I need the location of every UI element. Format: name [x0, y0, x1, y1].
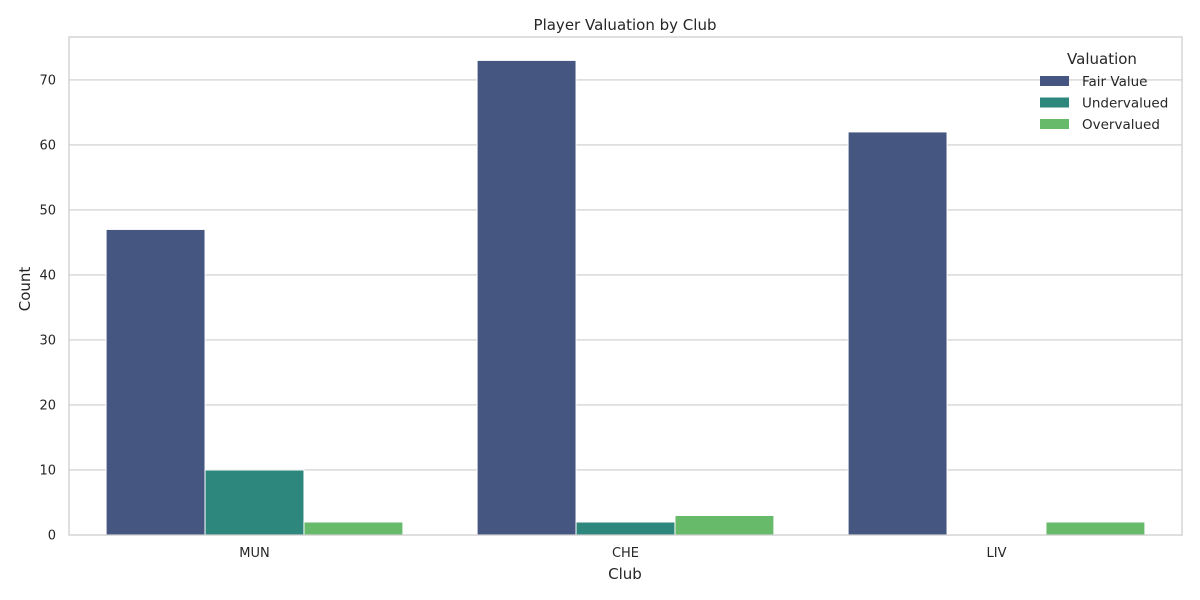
bars — [105, 59, 1146, 536]
bar-undervalued-che — [575, 521, 676, 536]
bar-undervalued-mun — [204, 469, 305, 536]
bar-overvalued-che — [674, 514, 775, 536]
y-tick-label: 50 — [39, 203, 56, 218]
chart-title: Player Valuation by Club — [534, 16, 717, 34]
legend-swatch — [1040, 119, 1069, 129]
legend-title: Valuation — [1067, 50, 1137, 68]
gridlines — [69, 79, 1182, 536]
y-tick-label: 40 — [39, 268, 56, 283]
legend-swatch — [1040, 76, 1069, 86]
x-axis-ticks: MUN CHE LIV — [239, 546, 1006, 561]
y-axis-label: Count — [16, 267, 34, 312]
x-tick-label: MUN — [239, 546, 269, 561]
bar-overvalued-mun — [303, 521, 404, 536]
x-axis-label: Club — [608, 565, 642, 583]
bar-fair-value-liv — [847, 131, 948, 536]
y-tick-label: 70 — [39, 73, 56, 88]
legend-swatch — [1040, 97, 1069, 108]
y-tick-label: 20 — [39, 398, 56, 413]
plot-frame — [68, 36, 1183, 536]
legend-label: Undervalued — [1082, 96, 1168, 112]
legend: Valuation Fair Value Undervalued Overvalue… — [1040, 50, 1168, 133]
legend-label: Overvalued — [1082, 117, 1160, 133]
legend-label: Fair Value — [1082, 74, 1147, 90]
y-tick-label: 60 — [39, 138, 56, 153]
bar-fair-value-che — [476, 59, 577, 536]
y-tick-label: 30 — [39, 333, 56, 348]
x-tick-label: CHE — [612, 546, 639, 561]
bar-fair-value-mun — [105, 228, 206, 536]
y-tick-label: 0 — [48, 529, 56, 544]
bar-overvalued-liv — [1045, 521, 1146, 536]
y-axis-ticks: 0 10 20 30 40 50 60 70 — [39, 73, 56, 543]
y-tick-label: 10 — [39, 463, 56, 478]
x-tick-label: LIV — [987, 546, 1007, 561]
